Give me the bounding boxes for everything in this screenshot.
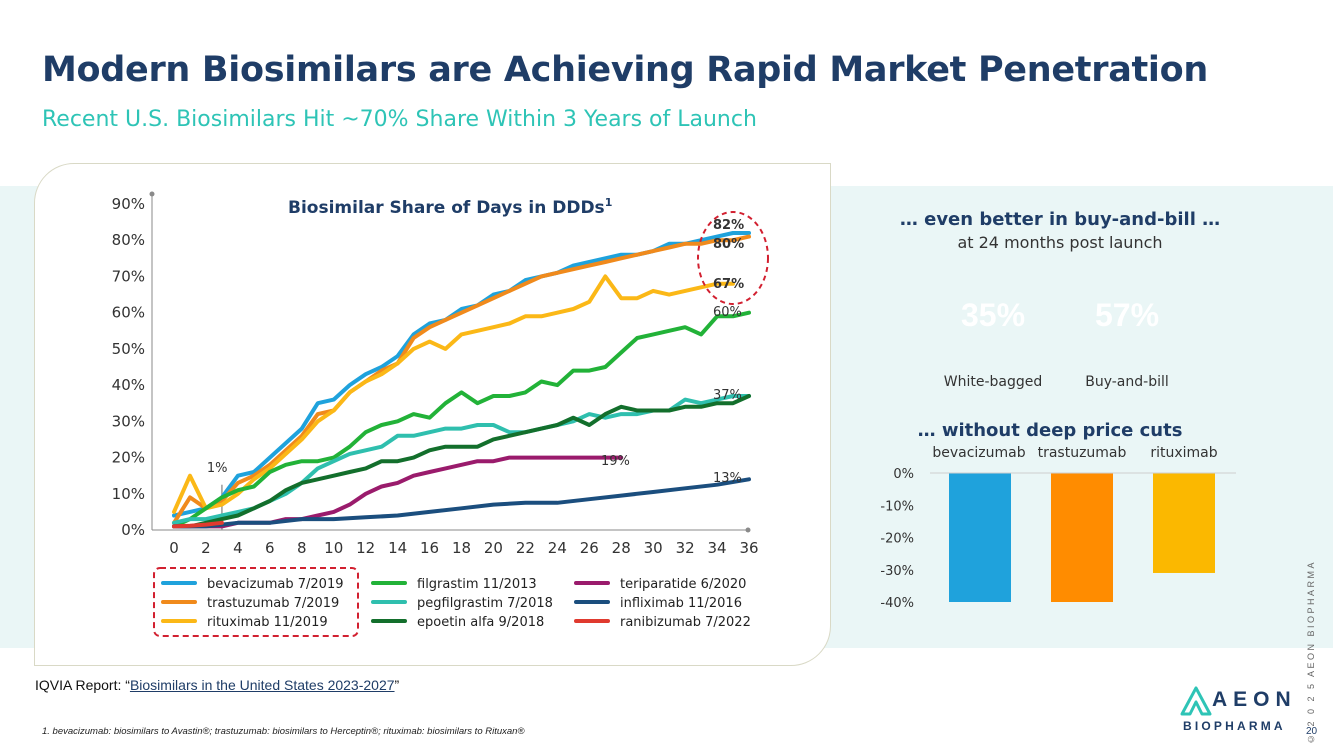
legend-label-pegfilgrastim-7-2018: pegfilgrastim 7/2018 [417, 596, 553, 611]
series-line-trastuzumab-7-2019 [172, 234, 751, 525]
logo-wordmark: AEON [1212, 688, 1297, 711]
series-line-infliximab-11-2016 [172, 477, 751, 529]
x-tick-label: 4 [233, 539, 243, 557]
y-tick-label: 70% [112, 267, 145, 285]
y-tick-label: 30% [112, 412, 145, 430]
source-citation: IQVIA Report: “Biosimilars in the United… [35, 677, 399, 693]
y-tick-label: 10% [112, 485, 145, 503]
legend-label-bevacizumab-7-2019: bevacizumab 7/2019 [207, 577, 343, 592]
highlight-ellipse [697, 211, 769, 305]
page-number: 20 [1306, 726, 1318, 737]
y-tick-label: 80% [112, 231, 145, 249]
x-tick-label: 34 [708, 539, 727, 557]
end-label-trastuzumab-7-2019: 80% [713, 237, 744, 252]
legend-label-teriparatide-6-2020: teriparatide 6/2020 [620, 577, 746, 592]
price-cuts-heading: … without deep price cuts [917, 420, 1183, 441]
y-tick-label: 50% [112, 340, 145, 358]
aeon-logo: AEON BIOPHARMA [1178, 686, 1293, 736]
x-tick-label: 26 [580, 539, 599, 557]
legend-label-filgrastim-11-2013: filgrastim 11/2013 [417, 577, 537, 592]
white-bagged-value: 35% [960, 296, 1026, 333]
y-tick-label: 60% [112, 304, 145, 322]
x-tick-label: 30 [644, 539, 663, 557]
bar-category-bevacizumab: bevacizumab [932, 445, 1025, 461]
end-label-pegfilgrastim-7-2018: 37% [713, 388, 742, 403]
aeon-logo-icon [1180, 686, 1212, 716]
end-label-filgrastim-11-2013: 60% [713, 305, 742, 320]
buy-and-bill-label: Buy-and-bill [1085, 374, 1169, 390]
bar-rituximab [1153, 473, 1215, 573]
y-axis-end-dot [149, 191, 155, 197]
bar-bevacizumab [949, 473, 1011, 602]
source-link[interactable]: Biosimilars in the United States 2023-20… [129, 677, 395, 693]
x-tick-label: 22 [516, 539, 535, 557]
series-line-ranibizumab-7-2022 [172, 520, 224, 529]
x-tick-label: 32 [676, 539, 695, 557]
x-tick-label: 8 [297, 539, 307, 557]
line-chart-card: 0% 10% 20% 30% 40% 50% 60% 70% 80% 90% 0 2 4 6 8 10 12 14… [34, 163, 831, 666]
buy-and-bill-heading: … even better in buy-and-bill … [899, 209, 1221, 230]
white-bagged-circle: 35% [943, 265, 1043, 365]
launch-marker-label: 1% [207, 461, 228, 476]
source-prefix: IQVIA Report: “ [35, 677, 130, 693]
x-axis-end-dot [745, 527, 751, 533]
page-subtitle: Recent U.S. Biosimilars Hit ~70% Share W… [42, 107, 757, 132]
y-tick-label: 0% [121, 521, 145, 539]
y-tick-label: 40% [112, 376, 145, 394]
y-tick-label: 20% [112, 449, 145, 467]
logo-subtext: BIOPHARMA [1183, 719, 1286, 733]
legend-label-rituximab-11-2019: rituximab 11/2019 [207, 615, 328, 630]
bar-y-tick-label: -10% [880, 499, 914, 514]
bar-category-trastuzumab: trastuzumab [1038, 445, 1127, 461]
bar-y-tick-label: -30% [880, 564, 914, 579]
page-title: Modern Biosimilars are Achieving Rapid M… [42, 50, 1208, 90]
series-line-filgrastim-11-2013 [172, 310, 751, 529]
bar-trastuzumab [1051, 473, 1113, 602]
legend-label-trastuzumab-7-2019: trastuzumab 7/2019 [207, 596, 339, 611]
end-label-bevacizumab-7-2019: 82% [713, 218, 744, 233]
source-suffix: ” [394, 677, 400, 693]
end-label-infliximab-11-2016: 13% [713, 471, 742, 486]
end-label-rituximab-11-2019: 67% [713, 277, 744, 292]
buy-and-bill-value: 57% [1094, 296, 1160, 333]
x-tick-label: 36 [739, 539, 758, 557]
white-bagged-label: White-bagged [943, 374, 1043, 390]
months-post-launch-subheading: at 24 months post launch [957, 233, 1163, 252]
price-change-bar-chart: bevacizumab trastuzumab rituximab 0% -10% -20… [880, 445, 1236, 611]
series-line-rituximab-11-2019 [172, 274, 735, 514]
x-tick-label: 12 [356, 539, 375, 557]
x-tick-label: 18 [452, 539, 471, 557]
legend-label-ranibizumab-7-2022: ranibizumab 7/2022 [620, 615, 751, 630]
x-tick-label: 14 [388, 539, 407, 557]
x-tick-label: 10 [324, 539, 343, 557]
x-tick-label: 2 [201, 539, 211, 557]
series-line-epoetin-alfa-9-2018 [172, 394, 751, 529]
footnote: 1. bevacizumab: biosimilars to Avastin®;… [42, 726, 525, 737]
buy-and-bill-circle: 57% [1077, 265, 1177, 365]
bar-category-rituximab: rituximab [1150, 445, 1217, 461]
x-tick-label: 20 [484, 539, 503, 557]
x-tick-label: 0 [169, 539, 179, 557]
chart-title: Biosimilar Share of Days in DDDs1 [288, 196, 612, 218]
x-tick-label: 6 [265, 539, 275, 557]
y-tick-label: 90% [112, 195, 145, 213]
x-tick-label: 24 [548, 539, 567, 557]
legend-label-infliximab-11-2016: infliximab 11/2016 [620, 596, 742, 611]
x-tick-label: 28 [612, 539, 631, 557]
bar-y-tick-label: -40% [880, 596, 914, 611]
end-label-teriparatide-6-2020: 19% [601, 454, 630, 469]
copyright: © 2 0 2 5 AEON BIOPHARMA [1306, 560, 1316, 745]
legend-label-epoetin-alfa-9-2018: epoetin alfa 9/2018 [417, 615, 544, 630]
bar-y-tick-label: -20% [880, 532, 914, 547]
line-chart: 0%10%20%30%40%50%60%70%80%90%0 2 4 6 8 10 12 14… [112, 191, 769, 637]
legend-highlight-box [153, 567, 359, 637]
x-tick-label: 16 [420, 539, 439, 557]
chart-title-superscript: 1 [605, 196, 613, 209]
bar-y-tick-label: 0% [893, 467, 914, 482]
